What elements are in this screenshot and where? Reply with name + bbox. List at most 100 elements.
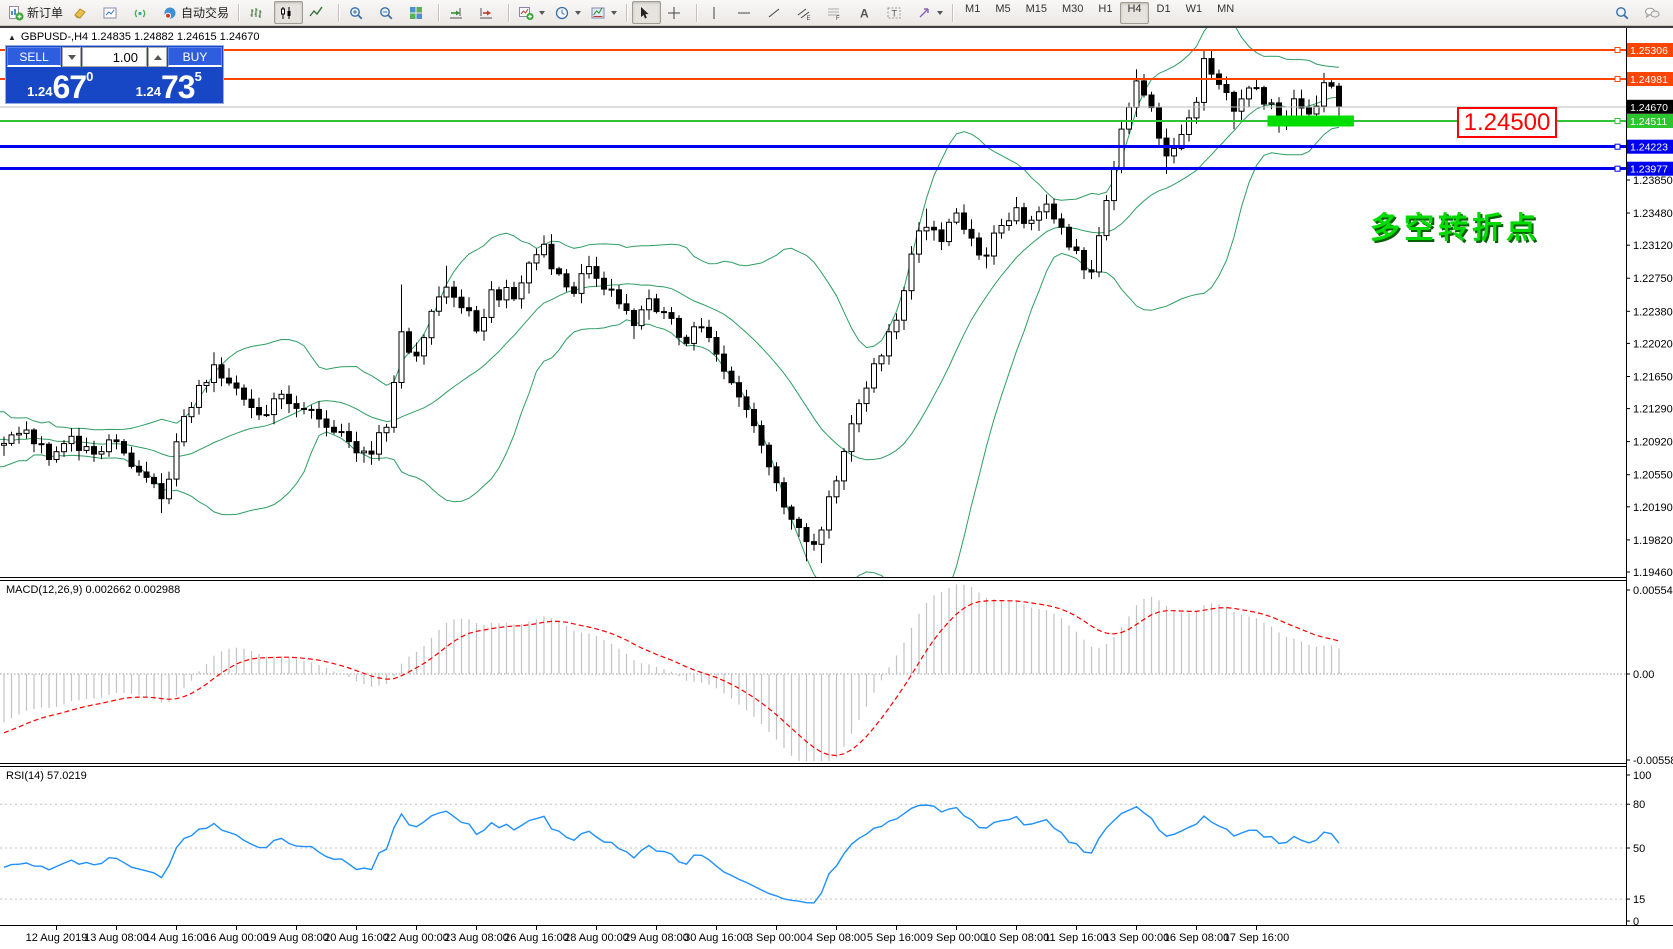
periods-button[interactable] (550, 1, 585, 24)
chart-symbol-header: ▲ GBPUSD-,H4 1.24835 1.24882 1.24615 1.2… (8, 31, 259, 43)
line-handle[interactable] (1614, 165, 1621, 172)
text-icon: A (860, 6, 869, 20)
line-handle[interactable] (1614, 76, 1621, 82)
volume-decrease-button[interactable] (62, 47, 81, 67)
svg-text:10 Sep 08:00: 10 Sep 08:00 (984, 932, 1049, 944)
zoom-in-button[interactable] (344, 1, 373, 24)
chart-annotation-text[interactable]: 多空转折点 (1370, 212, 1540, 245)
signals-button[interactable] (128, 1, 157, 24)
buy-price-prefix: 1.24 (135, 84, 161, 99)
line-handle[interactable] (1614, 118, 1621, 124)
auto-scroll-button[interactable] (444, 1, 473, 24)
vline-button[interactable] (702, 1, 731, 24)
svg-text:16 Aug 00:00: 16 Aug 00:00 (204, 932, 269, 944)
svg-text:1.22750: 1.22750 (1633, 273, 1673, 285)
svg-text:1.22380: 1.22380 (1633, 306, 1673, 318)
indicators-button[interactable] (514, 1, 549, 24)
timeframe-mn-button[interactable]: MN (1217, 2, 1235, 15)
text-button[interactable]: A (852, 1, 881, 24)
timeframe-w1-button[interactable]: W1 (1185, 2, 1203, 15)
timeframe-m15-button[interactable]: M15 (1025, 2, 1047, 15)
svg-text:30 Aug 16:00: 30 Aug 16:00 (684, 932, 749, 944)
new-order-button[interactable]: 新订单 (4, 1, 67, 24)
svg-text:9 Sep 00:00: 9 Sep 00:00 (927, 932, 986, 944)
bar-chart-button[interactable] (244, 1, 273, 24)
line-chart-button[interactable] (304, 1, 333, 24)
timeframe-d1-button[interactable]: D1 (1156, 2, 1171, 15)
line-handle[interactable] (1614, 47, 1621, 53)
horizontal-levels[interactable] (0, 49, 1626, 171)
tile-windows-button[interactable] (404, 1, 433, 24)
buy-price-big: 73 (160, 69, 196, 105)
timeframe-h1-button[interactable]: H1 (1098, 2, 1113, 15)
hline-button[interactable] (732, 1, 761, 24)
support-zone-bar[interactable] (1267, 115, 1355, 127)
sell-price-pip: 0 (86, 69, 94, 84)
chart-shift-button[interactable] (474, 1, 503, 24)
svg-text:19 Aug 08:00: 19 Aug 08:00 (264, 932, 329, 944)
price-axis[interactable]: 1.23850 1.23480 1.23120 1.22750 1.22380 1.220… (1626, 28, 1673, 928)
price-alert-box[interactable]: 1.24500 (1457, 107, 1557, 138)
svg-text:1.24670: 1.24670 (1630, 102, 1668, 114)
buy-button[interactable]: BUY (168, 47, 222, 67)
timeframe-m5-button[interactable]: M5 (995, 2, 1011, 15)
trendline-button[interactable] (762, 1, 791, 24)
shapes-button[interactable] (912, 1, 947, 24)
svg-text:0.00: 0.00 (1633, 669, 1654, 681)
sell-button[interactable]: SELL (7, 47, 61, 67)
chart-canvas[interactable]: 1.23850 1.23480 1.23120 1.22750 1.22380 1.220… (0, 28, 1673, 949)
auto-scroll-icon (450, 7, 463, 18)
trendline-icon (768, 8, 780, 17)
crosshair-button[interactable] (662, 1, 691, 24)
search-button[interactable] (1610, 1, 1639, 24)
svg-text:22 Aug 00:00: 22 Aug 00:00 (384, 932, 449, 944)
candle-chart-button[interactable] (274, 1, 304, 24)
symbol-ohlc-text: GBPUSD-,H4 1.24835 1.24882 1.24615 1.246… (20, 31, 260, 43)
svg-text:1.23850: 1.23850 (1633, 175, 1673, 187)
svg-text:15: 15 (1633, 894, 1645, 906)
vline-icon (713, 6, 715, 19)
svg-text:28 Aug 00:00: 28 Aug 00:00 (564, 932, 629, 944)
chat-icon (1645, 7, 1660, 18)
zoom-out-button[interactable] (374, 1, 403, 24)
buy-price[interactable]: 1.24 73 5 (116, 68, 223, 103)
svg-text:1.23977: 1.23977 (1630, 164, 1668, 176)
timeframe-h4-button[interactable]: H4 (1120, 1, 1149, 24)
templates-button[interactable] (586, 1, 621, 24)
indicators-icon (519, 6, 534, 20)
svg-text:14 Aug 16:00: 14 Aug 16:00 (144, 932, 209, 944)
eraser-button[interactable] (68, 1, 97, 24)
price-badge: 1.24981 (1627, 72, 1673, 86)
timeframe-m30-button[interactable]: M30 (1062, 2, 1084, 15)
line-handle[interactable] (1614, 143, 1621, 150)
toolbar-separator (238, 3, 240, 22)
fibonacci-button[interactable]: F (822, 1, 851, 24)
zoom-in-icon (350, 6, 363, 19)
volume-input[interactable]: 1.00 (82, 47, 147, 67)
svg-text:13 Sep 00:00: 13 Sep 00:00 (1104, 932, 1169, 944)
autotrade-button[interactable]: 自动交易 (158, 1, 233, 24)
channel-button[interactable]: E (792, 1, 821, 24)
svg-text:1.24981: 1.24981 (1630, 74, 1668, 86)
svg-text:1.22020: 1.22020 (1633, 338, 1673, 350)
label-button[interactable]: T (882, 1, 911, 24)
rsi-line (3, 804, 1340, 904)
svg-text:17 Sep 16:00: 17 Sep 16:00 (1224, 932, 1289, 944)
new-chart-button[interactable] (98, 1, 127, 24)
collapse-icon[interactable]: ▲ (8, 32, 16, 42)
pane-separators[interactable] (0, 577, 1673, 926)
autotrade-button-label: 自动交易 (181, 6, 230, 20)
channel-icon: E (797, 8, 811, 21)
toolbar-separator (338, 3, 340, 22)
chat-button[interactable] (1640, 1, 1669, 24)
svg-text:1.24223: 1.24223 (1630, 142, 1668, 154)
chevron-down-icon (539, 10, 546, 15)
svg-text:1.20190: 1.20190 (1633, 502, 1673, 514)
cursor-button[interactable] (632, 1, 662, 24)
line-chart-icon (309, 6, 323, 16)
timeframe-m1-button[interactable]: M1 (965, 2, 981, 15)
svg-text:1.23120: 1.23120 (1633, 240, 1673, 252)
volume-increase-button[interactable] (148, 47, 167, 67)
sell-price[interactable]: 1.24 67 0 (7, 68, 114, 103)
